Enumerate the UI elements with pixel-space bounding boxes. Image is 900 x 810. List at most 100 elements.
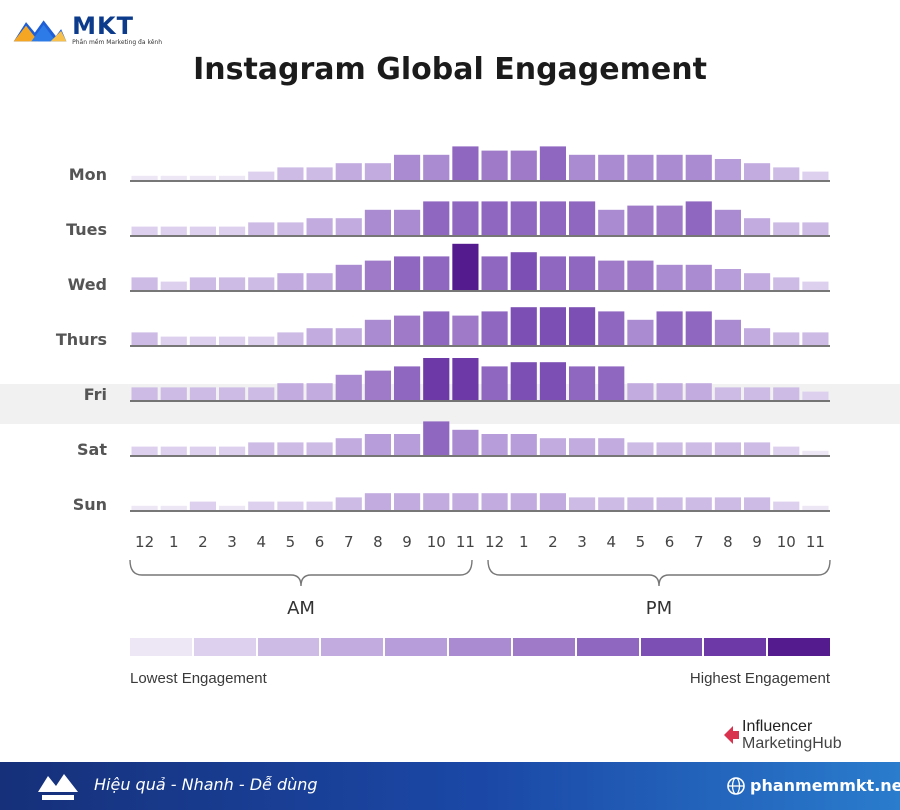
heat-cell (394, 315, 421, 345)
heat-cell (656, 442, 683, 455)
engagement-legend-scale (130, 638, 830, 656)
heat-cell (160, 226, 187, 235)
heat-cell (131, 332, 158, 345)
heat-cell (394, 493, 421, 510)
heat-cell (627, 154, 654, 180)
heat-cell (627, 442, 654, 455)
heat-cell (364, 260, 391, 290)
heat-cell (510, 362, 537, 400)
hour-tick-label: 5 (286, 533, 296, 551)
heat-cell (773, 277, 800, 290)
heat-cell (364, 319, 391, 345)
heat-cell (714, 269, 741, 290)
heat-cell (773, 387, 800, 400)
hour-tick-label: 8 (723, 533, 733, 551)
heat-cell (219, 336, 246, 345)
heat-cell (219, 446, 246, 455)
hour-tick-label: 4 (606, 533, 616, 551)
heat-cell (773, 167, 800, 180)
heat-cell (656, 264, 683, 290)
heat-cell (248, 387, 275, 400)
heat-cell (744, 218, 771, 235)
heat-cell (364, 434, 391, 455)
heat-cell (394, 256, 421, 290)
heat-cell (802, 505, 829, 510)
credit-line2: MarketingHub (742, 735, 842, 752)
chart-title: Instagram Global Engagement (193, 52, 707, 87)
heat-cell (394, 366, 421, 400)
hour-tick-label: 8 (373, 533, 383, 551)
heat-cell (627, 319, 654, 345)
heat-cell (423, 256, 450, 290)
heat-cell (189, 226, 216, 235)
legend-swatch (512, 638, 575, 656)
heat-cell (452, 243, 479, 290)
heat-cell (685, 497, 712, 510)
row-label-mon: Mon (69, 165, 107, 184)
heat-cell (714, 497, 741, 510)
row-label-sat: Sat (77, 440, 107, 459)
hour-tick-label: 3 (577, 533, 587, 551)
row-label-wed: Wed (68, 275, 107, 294)
heat-cell (452, 201, 479, 235)
legend-swatch (576, 638, 639, 656)
legend-swatch (193, 638, 256, 656)
legend-swatch (640, 638, 703, 656)
heat-cell (248, 277, 275, 290)
heat-cell (364, 209, 391, 235)
heat-cell (219, 277, 246, 290)
legend-swatch (449, 638, 511, 656)
heat-cell (598, 497, 625, 510)
heat-cell (306, 167, 333, 180)
heat-cell (394, 209, 421, 235)
hour-tick-label: 9 (402, 533, 412, 551)
heat-cell (306, 383, 333, 400)
heat-cell (219, 226, 246, 235)
heat-cell (277, 222, 304, 235)
legend-swatch (321, 638, 384, 656)
heat-cell (335, 438, 362, 455)
heat-cell (452, 493, 479, 510)
heat-cell (131, 387, 158, 400)
heat-cell (510, 493, 537, 510)
heat-cell (160, 336, 187, 345)
heat-cell (539, 307, 566, 345)
heat-cell (714, 387, 741, 400)
heat-cell (248, 336, 275, 345)
heat-cell (802, 171, 829, 180)
heat-cell (219, 387, 246, 400)
legend-swatch (768, 638, 830, 656)
heat-cell (131, 505, 158, 510)
heat-cell (744, 387, 771, 400)
hour-tick-label: 1 (519, 533, 529, 551)
heat-cell (277, 332, 304, 345)
heat-cell (189, 446, 216, 455)
heat-cell (744, 163, 771, 180)
heat-cell (131, 175, 158, 180)
footer-mkt-logo-icon (38, 774, 78, 800)
heat-cell (423, 154, 450, 180)
heat-cell (335, 264, 362, 290)
heat-cell (656, 383, 683, 400)
heat-cell (452, 358, 479, 400)
heat-cell (306, 442, 333, 455)
hour-tick-label: 12 (135, 533, 154, 551)
influencer-marketing-hub-logo: Influencer MarketingHub (722, 718, 882, 754)
heat-cell (569, 154, 596, 180)
imh-arrow-icon (724, 726, 739, 744)
heat-cell (335, 374, 362, 400)
logo-tagline: Phần mềm Marketing đa kênh (72, 39, 162, 46)
heat-cell (598, 438, 625, 455)
heat-cell (773, 332, 800, 345)
footer-website-link[interactable]: phanmemmkt.net (750, 776, 900, 795)
hour-tick-label: 5 (636, 533, 646, 551)
heat-cell (394, 434, 421, 455)
hour-tick-label: 4 (256, 533, 266, 551)
heat-cell (569, 256, 596, 290)
logo-name: MKT (72, 12, 134, 40)
heat-cell (160, 446, 187, 455)
heat-cell (481, 366, 508, 400)
heat-cell (423, 358, 450, 400)
heat-cell (656, 205, 683, 235)
